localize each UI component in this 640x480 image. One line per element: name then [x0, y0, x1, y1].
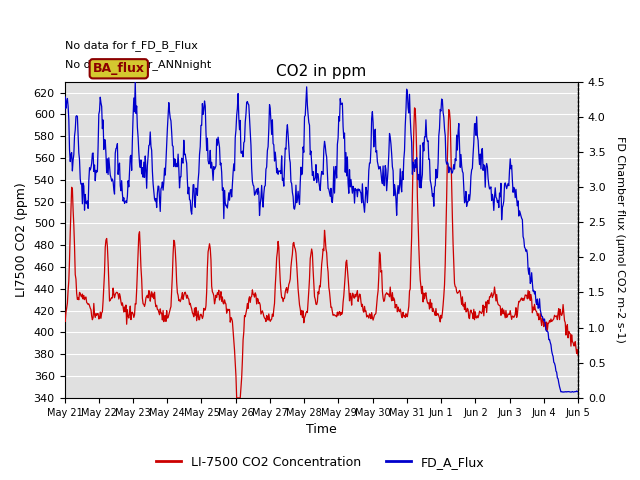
Legend: LI-7500 CO2 Concentration, FD_A_Flux: LI-7500 CO2 Concentration, FD_A_Flux	[150, 451, 490, 474]
Title: CO2 in ppm: CO2 in ppm	[276, 64, 367, 79]
Y-axis label: LI7500 CO2 (ppm): LI7500 CO2 (ppm)	[15, 182, 28, 297]
Y-axis label: FD Chamber flux (μmol CO2 m-2 s-1): FD Chamber flux (μmol CO2 m-2 s-1)	[615, 136, 625, 343]
Text: No data for f_er_ANNnight: No data for f_er_ANNnight	[65, 60, 211, 71]
Text: No data for f_FD_B_Flux: No data for f_FD_B_Flux	[65, 40, 197, 51]
Text: BA_flux: BA_flux	[93, 62, 145, 75]
X-axis label: Time: Time	[306, 423, 337, 436]
